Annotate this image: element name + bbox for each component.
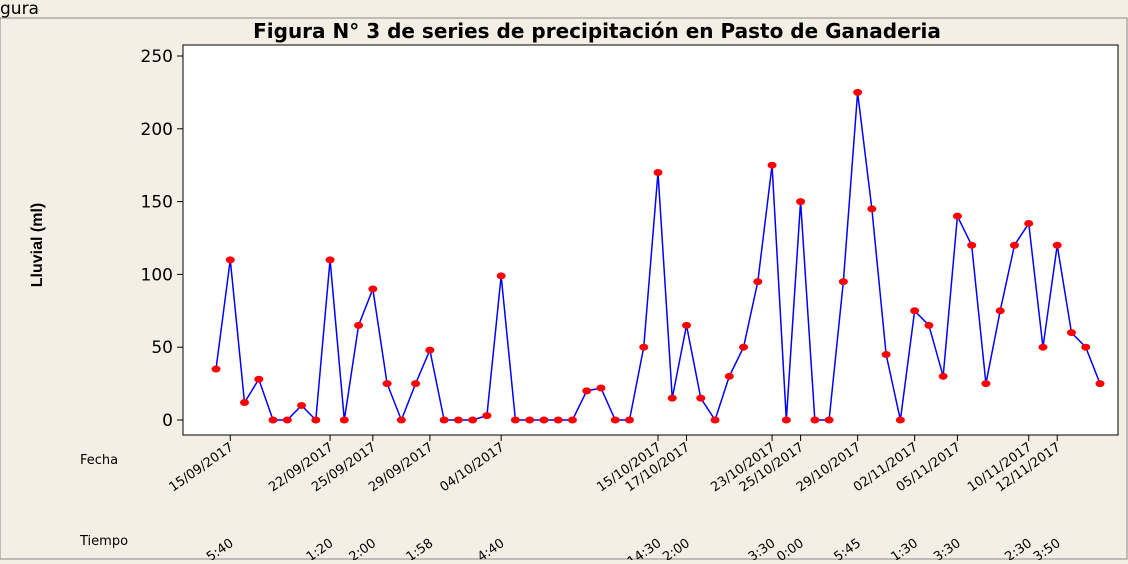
point xyxy=(354,321,364,329)
point xyxy=(425,346,435,354)
time-label: 2:30 xyxy=(1002,536,1035,560)
point xyxy=(396,416,406,424)
x-tick-label: 04/10/2017 xyxy=(437,440,507,495)
point xyxy=(682,321,692,329)
time-label: 3:30 xyxy=(746,536,779,560)
point xyxy=(710,416,720,424)
point xyxy=(339,416,349,424)
point xyxy=(567,416,577,424)
point xyxy=(411,380,421,388)
point xyxy=(753,278,763,286)
point xyxy=(952,212,962,220)
point xyxy=(995,307,1005,315)
x-row-label: Tiempo xyxy=(79,534,128,549)
point xyxy=(1052,241,1062,249)
time-label: 2:00 xyxy=(660,536,693,560)
point xyxy=(1066,329,1076,337)
chart-title: Figura N° 3 de series de precipitación e… xyxy=(253,19,941,43)
point xyxy=(453,416,463,424)
point xyxy=(311,416,321,424)
point xyxy=(325,256,335,264)
point xyxy=(240,399,250,407)
point xyxy=(297,401,307,409)
time-label: 1:20 xyxy=(304,536,337,560)
y-tick-label: 0 xyxy=(162,411,173,431)
point xyxy=(1009,241,1019,249)
point xyxy=(895,416,905,424)
point xyxy=(1081,343,1091,351)
point xyxy=(582,387,592,395)
x-tick-label: 15/09/2017 xyxy=(167,440,237,495)
time-label: 1:58 xyxy=(404,536,437,560)
time-label: 5:40 xyxy=(204,536,237,560)
time-label: 2:00 xyxy=(347,536,380,560)
point xyxy=(268,416,278,424)
point xyxy=(382,380,392,388)
point xyxy=(653,168,663,176)
time-label: 5:45 xyxy=(831,536,864,560)
point xyxy=(739,343,749,351)
point xyxy=(810,416,820,424)
point xyxy=(225,256,235,264)
point xyxy=(924,321,934,329)
time-label: 3:50 xyxy=(1031,536,1064,560)
point xyxy=(938,372,948,380)
time-label: 4:40 xyxy=(475,536,508,560)
point xyxy=(838,278,848,286)
point xyxy=(439,416,449,424)
time-label: 3:30 xyxy=(931,536,964,560)
point xyxy=(596,384,606,392)
point xyxy=(1095,380,1105,388)
point xyxy=(881,350,891,358)
point xyxy=(781,416,791,424)
point xyxy=(824,416,834,424)
point xyxy=(282,416,292,424)
plot-area xyxy=(182,44,1119,436)
point xyxy=(525,416,535,424)
point xyxy=(482,412,492,420)
point xyxy=(254,375,264,383)
point xyxy=(496,272,506,280)
y-axis-label: Lluvial (ml) xyxy=(29,203,46,287)
point xyxy=(468,416,478,424)
point xyxy=(724,372,734,380)
point xyxy=(624,416,634,424)
point xyxy=(981,380,991,388)
point xyxy=(967,241,977,249)
point xyxy=(796,198,806,206)
corner-text: gura xyxy=(0,0,39,19)
point xyxy=(1024,219,1034,227)
point xyxy=(767,161,777,169)
time-label: 0:00 xyxy=(774,536,807,560)
point xyxy=(853,88,863,96)
y-tick-label: 100 xyxy=(141,265,173,285)
point xyxy=(368,285,378,293)
y-tick-label: 200 xyxy=(141,120,173,140)
point xyxy=(910,307,920,315)
frame xyxy=(0,17,1128,560)
point xyxy=(510,416,520,424)
y-tick-label: 250 xyxy=(141,47,173,67)
point xyxy=(553,416,563,424)
time-label: 1:30 xyxy=(888,536,921,560)
point xyxy=(667,394,677,402)
y-tick-label: 150 xyxy=(141,193,173,213)
point xyxy=(639,343,649,351)
point xyxy=(867,205,877,213)
point xyxy=(696,394,706,402)
point xyxy=(211,365,221,373)
y-tick-label: 50 xyxy=(151,338,173,358)
x-tick-label: 29/09/2017 xyxy=(366,440,436,495)
point xyxy=(610,416,620,424)
x-row-label: Fecha xyxy=(80,453,118,468)
point xyxy=(1038,343,1048,351)
point xyxy=(539,416,549,424)
time-label: 14:30 xyxy=(625,536,664,560)
